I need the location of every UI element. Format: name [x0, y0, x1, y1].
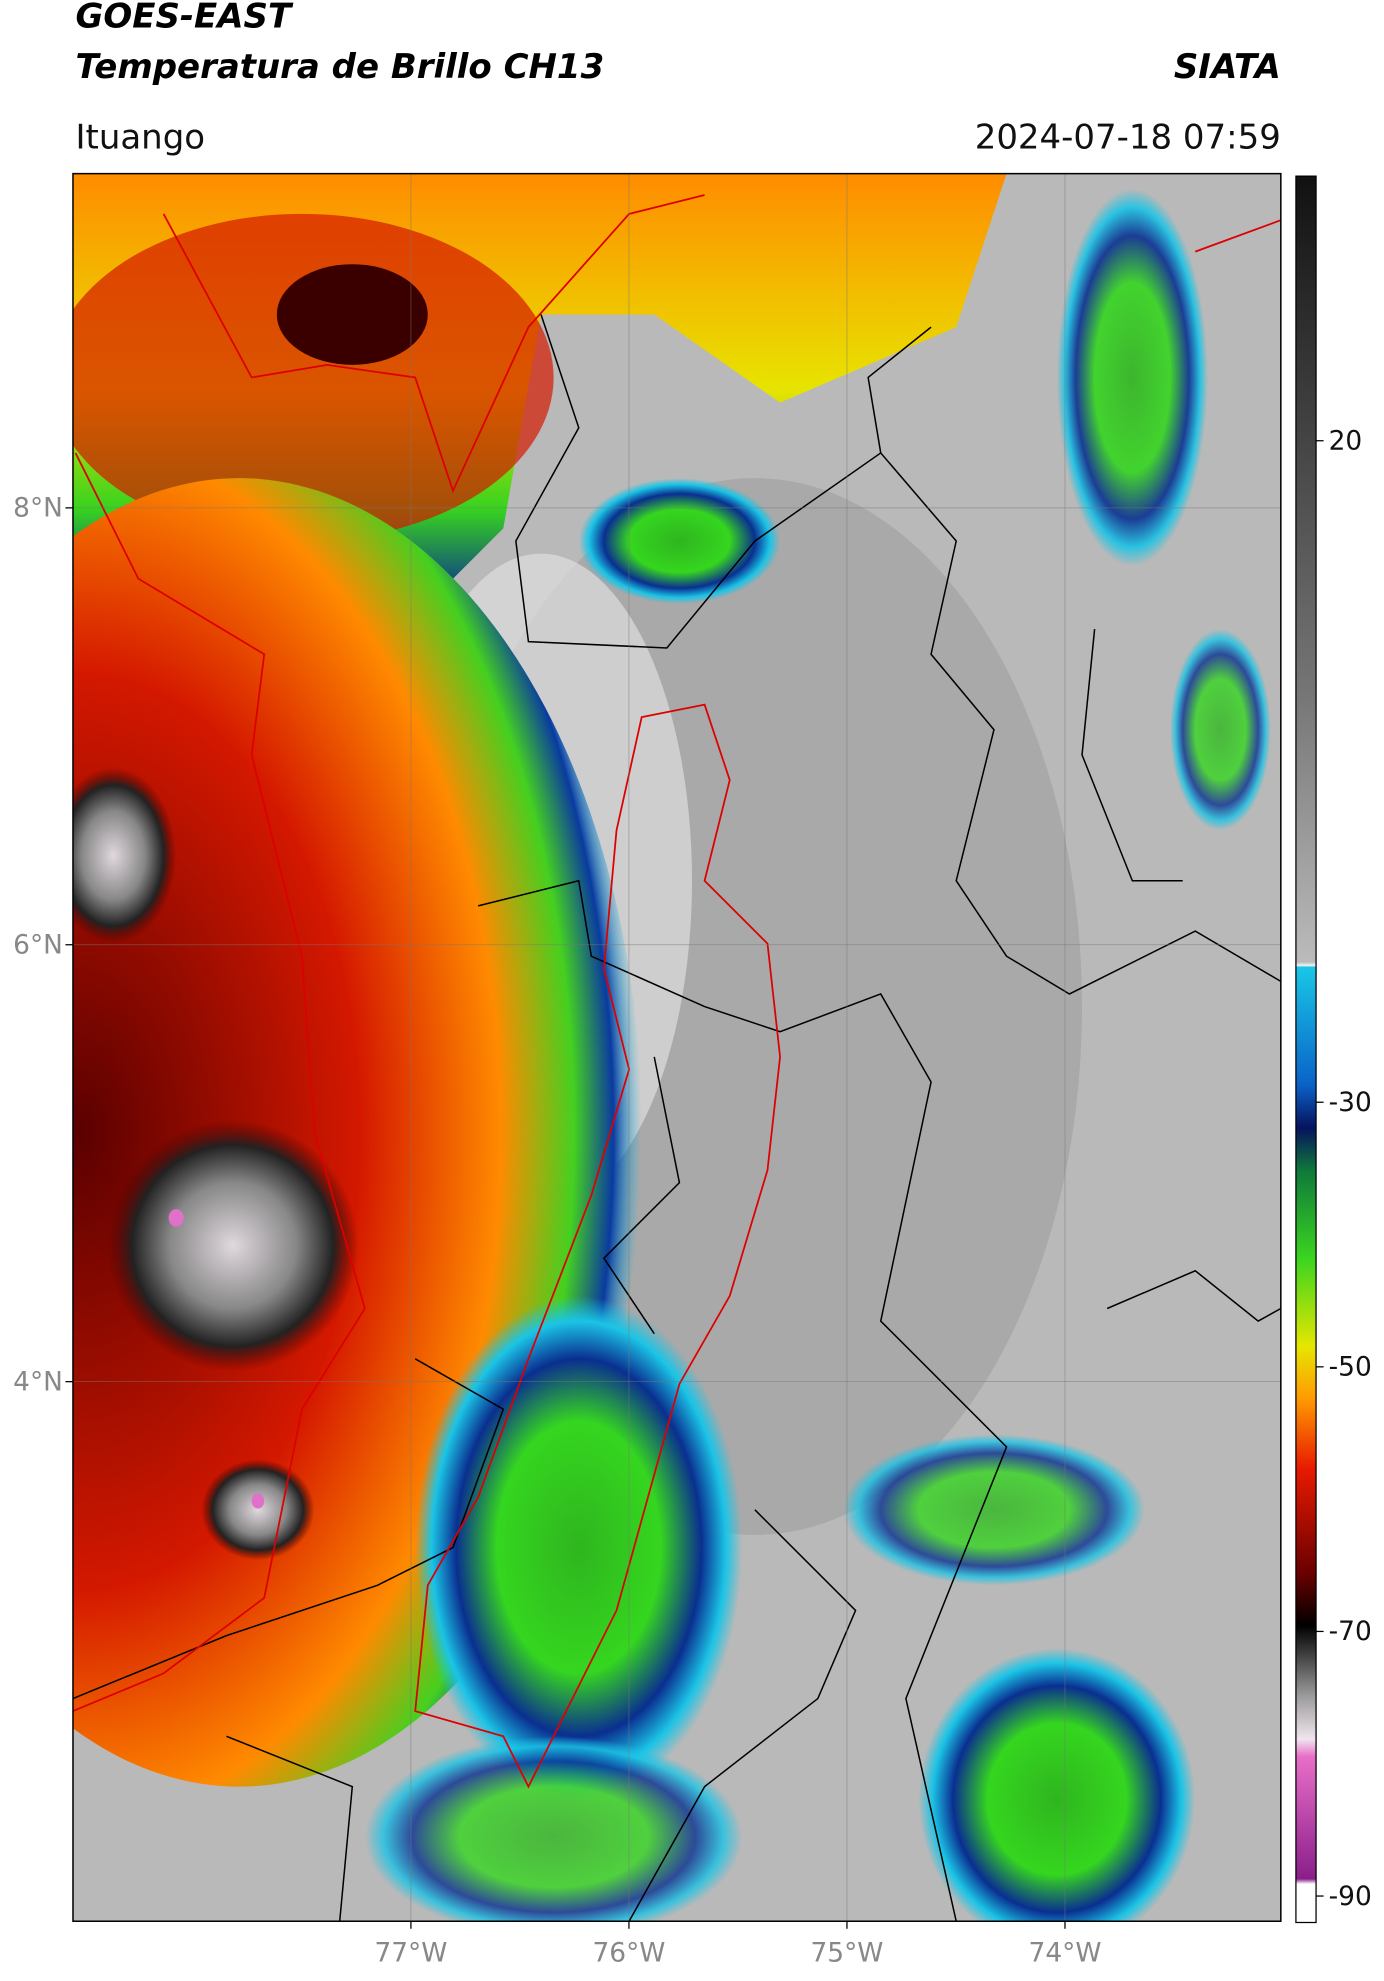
colorbar-tick-label: 20 [1329, 426, 1363, 457]
title: Temperatura de Brillo CH13 [75, 47, 604, 87]
y-tick-label: 6°N [13, 930, 63, 961]
colorbar-tick-label: -90 [1329, 1881, 1372, 1912]
datetime: 2024-07-18 07:59 [975, 117, 1281, 157]
colorbar-tick-label: -70 [1329, 1616, 1372, 1647]
x-tick-label: 75°W [810, 1937, 883, 1968]
y-tick-label: 8°N [13, 493, 63, 524]
x-tick-label: 74°W [1029, 1937, 1102, 1968]
satellite-image [72, 173, 1281, 1922]
location: Ituango [75, 117, 205, 157]
organization: SIATA [1174, 47, 1281, 87]
colorbar-tick-label: -30 [1329, 1087, 1372, 1118]
colorbar-tick-label: -50 [1329, 1352, 1372, 1383]
y-tick-label: 4°N [13, 1366, 63, 1397]
x-tick-label: 77°W [374, 1937, 447, 1968]
title: GOES-EAST [75, 0, 293, 37]
map-frame [72, 172, 1282, 1922]
x-tick-label: 76°W [592, 1937, 665, 1968]
colorbar [1295, 175, 1317, 1924]
